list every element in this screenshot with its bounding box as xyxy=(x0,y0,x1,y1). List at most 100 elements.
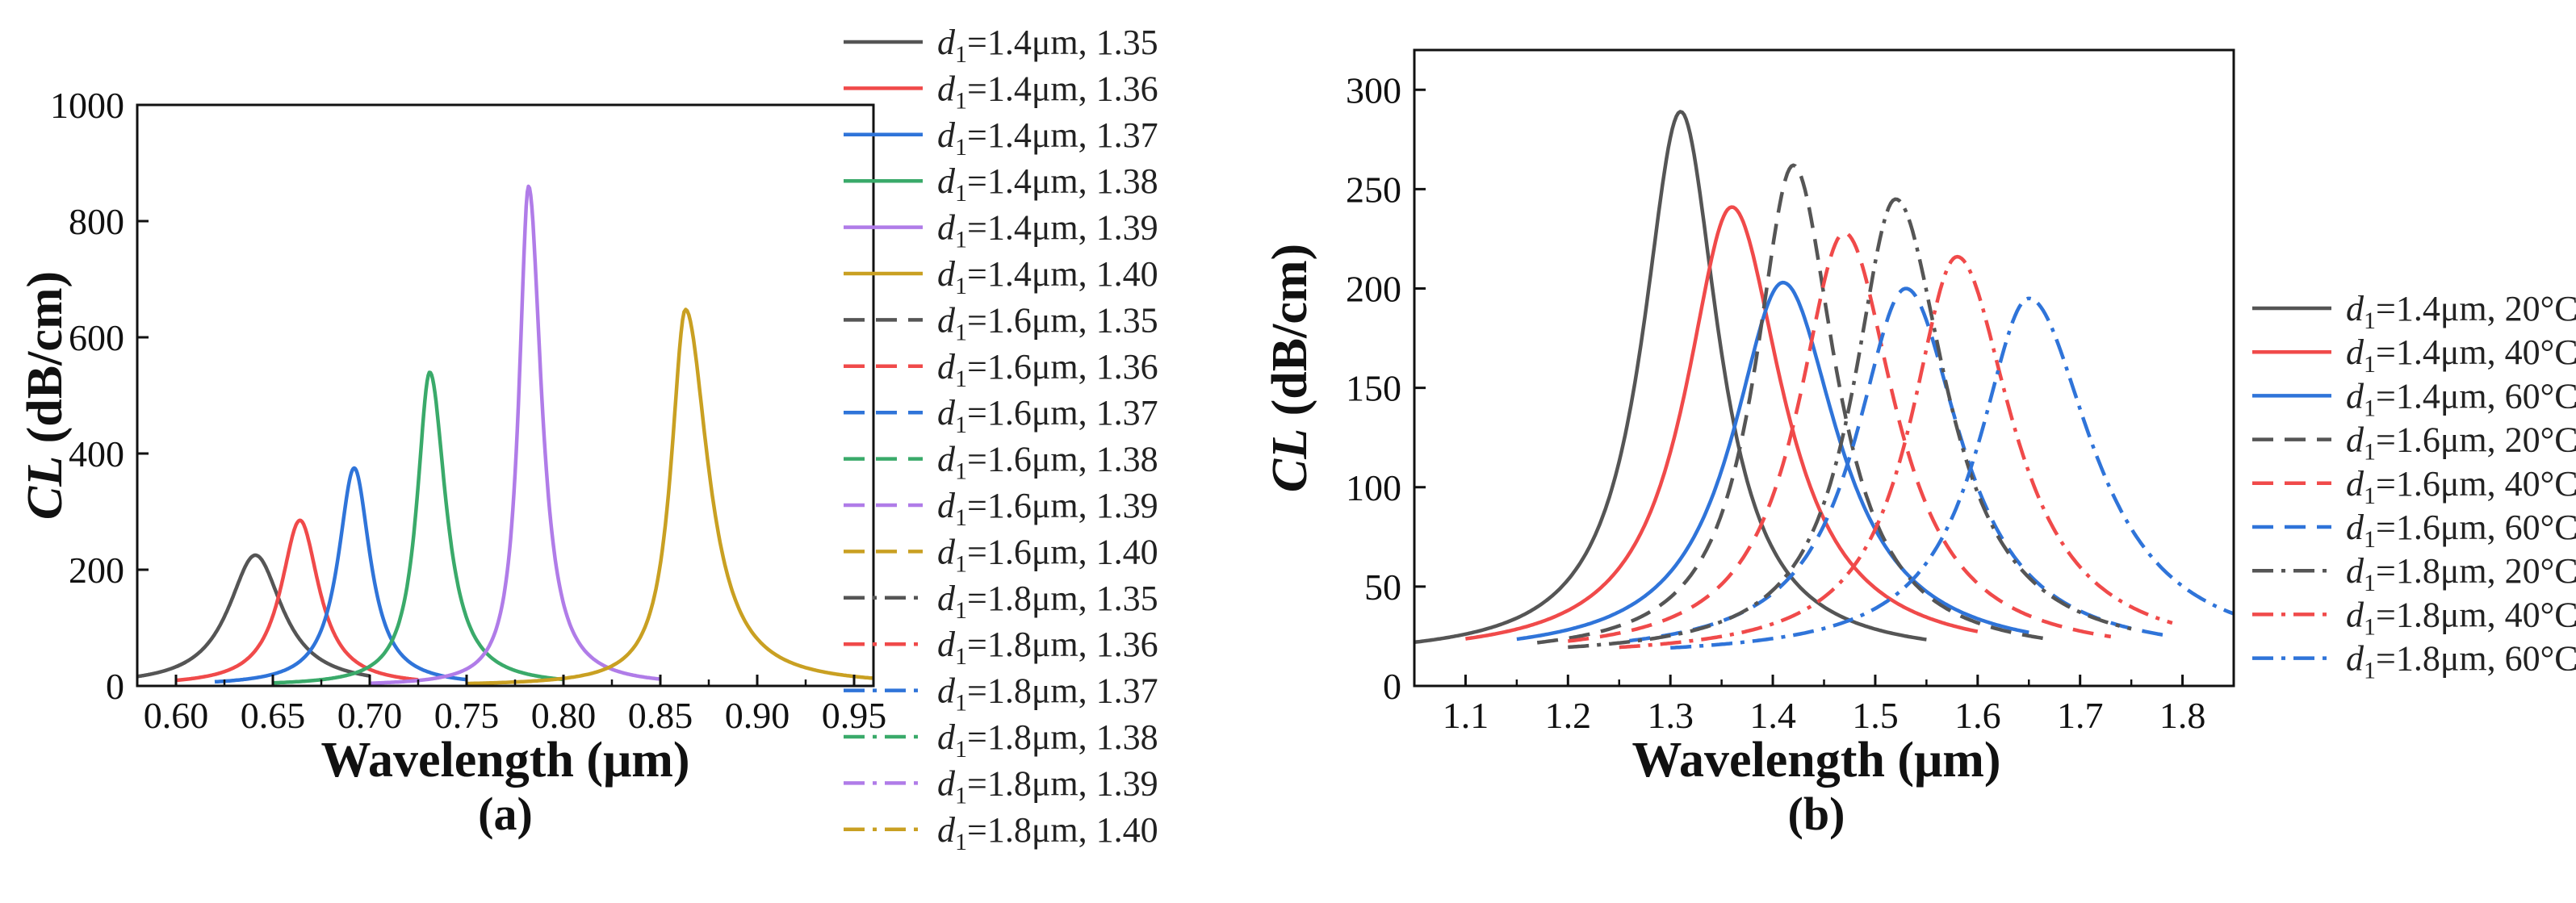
panel-b: 1.1 1.2 1.3 1.4 1.5 1.6 1.7 1.8 0 50 100 150 200 250… xyxy=(1263,48,2576,840)
a-legend-label: d1=1.6μm, 1.40 xyxy=(937,532,1158,577)
a-series-line-4 xyxy=(369,184,661,685)
a-legend-label: d1=1.8μm, 1.37 xyxy=(937,671,1158,717)
a-legend-entry: d1=1.4μm, 1.35 xyxy=(844,23,1158,68)
b-legend-label: d1=1.6μm, 60°C xyxy=(2346,508,2576,553)
b-y-tick-label: 100 xyxy=(1346,467,1401,508)
a-legend-label: d1=1.8μm, 1.39 xyxy=(937,763,1158,809)
b-y-tick-label: 50 xyxy=(1364,566,1401,608)
a-legend-label: d1=1.4μm, 1.36 xyxy=(937,69,1158,114)
b-x-tick-label: 1.8 xyxy=(2159,695,2206,736)
a-legend-entry: d1=1.6μm, 1.39 xyxy=(844,486,1158,531)
a-legend-entry: d1=1.8μm, 1.39 xyxy=(844,763,1158,809)
a-series-line-3 xyxy=(272,370,564,685)
a-legend-label: d1=1.8μm, 1.38 xyxy=(937,717,1158,763)
b-series-line-5 xyxy=(1629,286,2173,643)
b-legend-label: d1=1.8μm, 60°C xyxy=(2346,639,2576,684)
a-legend-label: d1=1.8μm, 1.40 xyxy=(937,810,1158,855)
a-legend-label: d1=1.6μm, 1.36 xyxy=(937,347,1158,392)
panel-a: 0.60 0.65 0.70 0.75 0.80 0.85 0.90 0.95 0 200 400… xyxy=(18,23,1158,855)
a-x-tick-label: 0.80 xyxy=(531,695,597,736)
a-series-line-5 xyxy=(466,307,873,686)
b-legend-label: d1=1.4μm, 60°C xyxy=(2346,376,2576,421)
b-x-tick-label: 1.7 xyxy=(2057,695,2104,736)
a-legend-label: d1=1.6μm, 1.39 xyxy=(937,486,1158,531)
a-legend-entry: d1=1.8μm, 1.36 xyxy=(844,625,1158,670)
a-legend-label: d1=1.6μm, 1.38 xyxy=(937,440,1158,485)
b-legend-entry: d1=1.8μm, 60°C xyxy=(2252,639,2576,684)
panel-b-curves xyxy=(1414,110,2234,650)
b-series-line-7 xyxy=(1619,254,2173,650)
a-legend-entry: d1=1.8μm, 1.37 xyxy=(844,671,1158,717)
b-legend-entry: d1=1.4μm, 60°C xyxy=(2252,376,2576,421)
a-legend-label: d1=1.8μm, 1.35 xyxy=(937,579,1158,624)
b-series-line-0 xyxy=(1414,110,1927,645)
panel-b-frame xyxy=(1413,48,2235,688)
b-series-line-4 xyxy=(1568,231,2112,643)
a-legend-entry: d1=1.4μm, 1.37 xyxy=(844,115,1158,161)
a-x-tick-label: 0.85 xyxy=(628,695,693,736)
b-series-line-1 xyxy=(1465,205,1979,641)
a-x-tick-label: 0.90 xyxy=(725,695,790,736)
panel-b-x-axis-label: Wavelength (μm) xyxy=(1631,733,2000,788)
b-y-tick-label: 150 xyxy=(1346,368,1401,409)
b-y-tick-label: 0 xyxy=(1383,666,1401,707)
a-legend-entry: d1=1.4μm, 1.38 xyxy=(844,161,1158,207)
a-legend-entry: d1=1.4μm, 1.36 xyxy=(844,69,1158,114)
b-legend-label: d1=1.4μm, 40°C xyxy=(2346,332,2576,378)
b-legend-entry: d1=1.4μm, 40°C xyxy=(2252,332,2576,378)
a-y-tick-label: 800 xyxy=(69,201,124,242)
b-y-tick-label: 300 xyxy=(1346,69,1401,111)
b-x-tick-label: 1.4 xyxy=(1749,695,1796,736)
a-x-tick-label: 0.60 xyxy=(144,695,209,736)
a-series-line-2 xyxy=(213,466,468,684)
a-legend-label: d1=1.4μm, 1.40 xyxy=(937,254,1158,299)
a-y-tick-label: 200 xyxy=(69,550,124,591)
a-legend-entry: d1=1.6μm, 1.37 xyxy=(844,393,1158,438)
a-legend-label: d1=1.6μm, 1.37 xyxy=(937,393,1158,438)
panel-b-x-ticks: 1.1 1.2 1.3 1.4 1.5 1.6 1.7 1.8 xyxy=(1413,675,2235,736)
a-x-tick-label: 0.65 xyxy=(241,695,306,736)
panel-a-y-axis-label: CL (dB/cm) xyxy=(18,271,73,520)
panel-b-y-axis-label: CL (dB/cm) xyxy=(1263,244,1317,492)
a-x-tick-label: 0.75 xyxy=(434,695,500,736)
a-series-line-0 xyxy=(174,553,371,678)
b-legend-entry: d1=1.6μm, 40°C xyxy=(2252,464,2576,509)
b-series-line-6 xyxy=(1568,197,2132,650)
a-legend-entry: d1=1.6μm, 1.38 xyxy=(844,440,1158,485)
a-y-tick-label: 600 xyxy=(69,317,124,358)
b-legend-entry: d1=1.4μm, 20°C xyxy=(2252,289,2576,334)
b-x-tick-label: 1.1 xyxy=(1443,695,1489,736)
b-legend-label: d1=1.8μm, 40°C xyxy=(2346,595,2576,640)
panel-a-frame xyxy=(136,103,875,688)
b-x-tick-label: 1.5 xyxy=(1852,695,1899,736)
a-legend-label: d1=1.4μm, 1.37 xyxy=(937,115,1158,161)
a-legend-label: d1=1.4μm, 1.38 xyxy=(937,161,1158,207)
panel-a-y-ticks: 0 200 400 600 800 1000 xyxy=(50,85,149,707)
panel-a-x-ticks: 0.60 0.65 0.70 0.75 0.80 0.85 0.90 0.95 xyxy=(144,675,887,736)
a-legend-entry: d1=1.6μm, 1.36 xyxy=(844,347,1158,392)
a-series-line-1 xyxy=(174,518,420,683)
b-legend-label: d1=1.8μm, 20°C xyxy=(2346,551,2576,596)
a-legend-label: d1=1.4μm, 1.39 xyxy=(937,208,1158,253)
b-legend-label: d1=1.6μm, 20°C xyxy=(2346,420,2576,466)
b-y-tick-label: 250 xyxy=(1346,169,1401,210)
a-legend-label: d1=1.6μm, 1.35 xyxy=(937,300,1158,345)
b-legend-entry: d1=1.6μm, 60°C xyxy=(2252,508,2576,553)
b-y-tick-label: 200 xyxy=(1346,269,1401,310)
b-legend-entry: d1=1.8μm, 40°C xyxy=(2252,595,2576,640)
panel-b-legend: d1=1.4μm, 20°Cd1=1.4μm, 40°Cd1=1.4μm, 60… xyxy=(2252,289,2576,684)
b-series-line-2 xyxy=(1516,280,2029,642)
panel-b-y-ticks: 0 50 100 150 200 250 300 xyxy=(1346,69,1426,707)
a-legend-entry: d1=1.8μm, 1.38 xyxy=(844,717,1158,763)
panel-a-curves xyxy=(137,184,873,686)
panel-a-x-axis-label: Wavelength (μm) xyxy=(320,733,689,788)
panel-a-label: (a) xyxy=(478,788,533,840)
a-legend-entry: d1=1.8μm, 1.35 xyxy=(844,579,1158,624)
b-series-line-8 xyxy=(1670,296,2234,650)
a-x-tick-label: 0.70 xyxy=(337,695,403,736)
a-x-tick-label: 0.95 xyxy=(822,695,887,736)
b-x-tick-label: 1.6 xyxy=(1954,695,2001,736)
b-x-tick-label: 1.3 xyxy=(1647,695,1694,736)
